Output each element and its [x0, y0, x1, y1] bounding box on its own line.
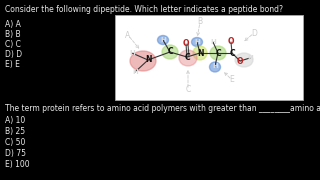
Text: B) B: B) B: [5, 30, 20, 39]
Text: H: H: [212, 63, 218, 69]
Text: O: O: [183, 39, 189, 48]
Ellipse shape: [162, 45, 178, 59]
Text: Consider the following dipeptide. Which letter indicates a peptide bond?: Consider the following dipeptide. Which …: [5, 5, 283, 14]
Ellipse shape: [235, 53, 253, 67]
Text: H: H: [132, 69, 138, 75]
Text: H: H: [210, 39, 216, 45]
Text: A) A: A) A: [5, 20, 21, 29]
Text: E: E: [230, 75, 234, 84]
Ellipse shape: [210, 46, 226, 60]
Text: N: N: [197, 48, 203, 57]
Ellipse shape: [179, 50, 197, 66]
Text: H: H: [129, 50, 135, 56]
Text: E) 100: E) 100: [5, 160, 30, 169]
Text: H: H: [194, 39, 200, 45]
Text: E) E: E) E: [5, 60, 20, 69]
Text: H: H: [247, 55, 253, 61]
FancyBboxPatch shape: [115, 15, 303, 100]
Text: C: C: [184, 53, 190, 62]
Text: C: C: [215, 48, 221, 57]
Text: O: O: [228, 37, 234, 46]
Ellipse shape: [191, 37, 203, 46]
Ellipse shape: [130, 51, 156, 71]
Text: D: D: [251, 28, 257, 37]
Text: H: H: [160, 37, 166, 43]
Text: B: B: [197, 17, 203, 26]
Text: C) 50: C) 50: [5, 138, 25, 147]
Text: C: C: [167, 48, 173, 57]
Text: D) 75: D) 75: [5, 149, 26, 158]
Ellipse shape: [210, 62, 220, 72]
Text: O: O: [237, 57, 243, 66]
Text: The term protein refers to amino acid polymers with greater than ________amino a: The term protein refers to amino acid po…: [5, 104, 320, 113]
Text: A) 10: A) 10: [5, 116, 25, 125]
Text: C: C: [185, 86, 191, 94]
Text: D) D: D) D: [5, 50, 22, 59]
Text: B) 25: B) 25: [5, 127, 25, 136]
Ellipse shape: [157, 35, 169, 44]
Ellipse shape: [193, 46, 207, 60]
Text: N: N: [145, 55, 151, 64]
Text: C) C: C) C: [5, 40, 21, 49]
Text: A: A: [125, 30, 131, 39]
Text: C: C: [229, 48, 235, 57]
